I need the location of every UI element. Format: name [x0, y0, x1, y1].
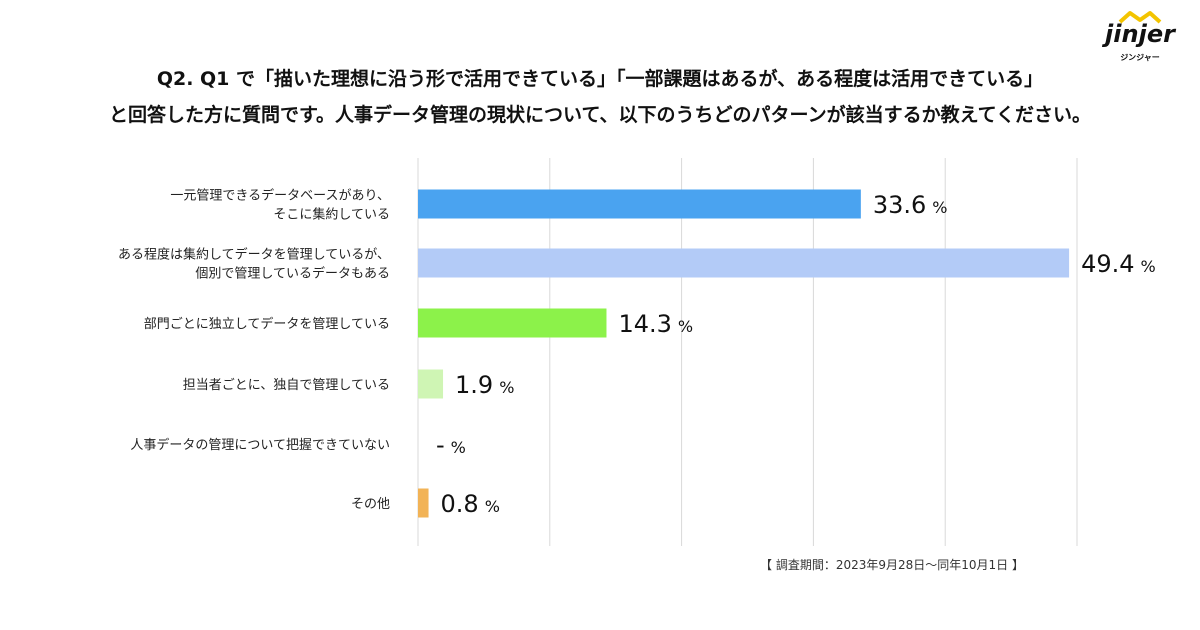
category-label: 人事データの管理について把握できていない	[130, 437, 390, 453]
survey-period-note: 【 調査期間：2023年9月28日～同年10月1日 】	[760, 558, 1024, 572]
chart-title-line2: と回答した方に質問です。人事データ管理の現状について、以下のうちどのパターンが該…	[108, 104, 1092, 126]
data-label: 33.6%	[873, 191, 948, 219]
bar	[418, 248, 1070, 278]
category-label: ある程度は集約してデータを管理しているが、個別で管理しているデータもある	[118, 247, 390, 282]
bar	[418, 369, 444, 399]
data-label: 1.9%	[455, 371, 514, 399]
logo-roof-icon	[1118, 11, 1162, 24]
jinjer-logo: jinjer ジンジャー	[1100, 10, 1180, 70]
bar	[418, 488, 429, 518]
data-label: 49.4%	[1081, 250, 1156, 278]
data-label: -%	[436, 431, 466, 459]
bar	[418, 189, 861, 219]
logo-wordmark: jinjer	[1105, 20, 1175, 48]
bar	[418, 308, 607, 338]
data-label: 0.8%	[441, 490, 500, 518]
chart-title-line1: Q2. Q1 で「描いた理想に沿う形で活用できている」「一部課題はあるが、ある程…	[156, 68, 1044, 90]
category-label: その他	[351, 497, 390, 512]
logo-subtext: ジンジャー	[1120, 53, 1160, 62]
category-label: 一元管理できるデータベースがあり、そこに集約している	[170, 188, 390, 223]
data-label: 14.3%	[618, 310, 693, 338]
category-label: 担当者ごとに、独自で管理している	[183, 377, 390, 393]
category-label: 部門ごとに独立してデータを管理している	[144, 316, 390, 332]
